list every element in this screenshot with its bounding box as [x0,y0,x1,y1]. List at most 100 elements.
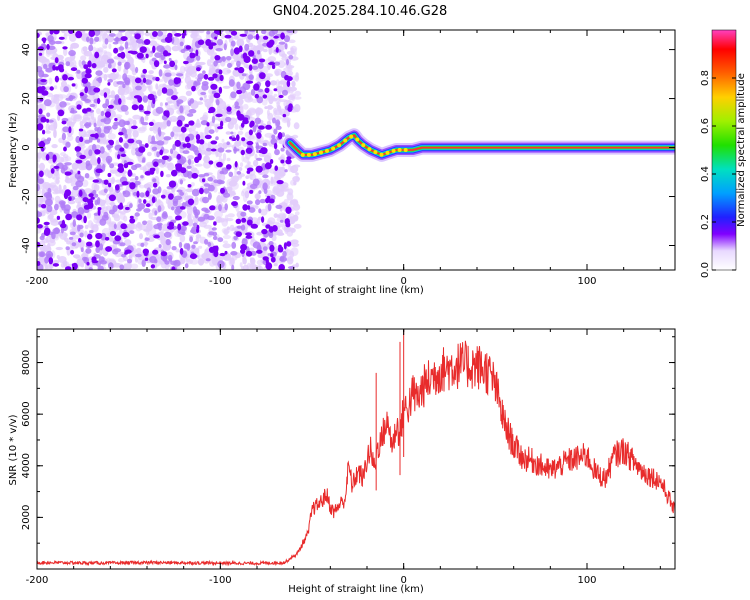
noise-speck [204,134,212,140]
noise-speck [42,37,46,44]
noise-speck [246,140,254,146]
noise-speck [43,99,52,107]
noise-speck [81,179,89,188]
noise-speck [53,85,58,90]
noise-speck [79,92,85,97]
noise-speck [91,260,99,264]
noise-speck [59,101,67,108]
figure-title: GN04.2025.284.10.46.G28 [273,4,448,19]
noise-speck [143,208,151,213]
noise-speck [93,122,97,128]
noise-speck [199,187,204,195]
noise-speck [104,111,111,118]
noise-speck [53,129,57,139]
noise-speck [261,228,268,235]
noise-speck [175,165,183,172]
noise-speck [203,183,211,187]
noise-speck [281,56,288,61]
noise-speck [223,240,228,244]
noise-speck [234,123,239,130]
noise-speck [263,154,271,164]
noise-speck [286,76,293,82]
noise-speck [54,203,59,211]
noise-speck [186,113,194,117]
noise-speck [151,135,156,144]
noise-speck [162,122,167,129]
noise-speck [118,137,123,143]
noise-speck [86,211,92,219]
noise-speck [195,134,201,141]
noise-speck [283,81,288,88]
noise-speck [73,254,81,259]
noise-speck [139,46,147,53]
noise-speck [213,221,217,226]
noise-speck [161,213,168,219]
noise-speck [99,243,104,251]
noise-speck [95,168,103,174]
noise-speck [240,149,245,156]
noise-speck [278,244,282,249]
noise-speck [109,230,117,237]
noise-speck [138,104,144,111]
noise-speck [96,77,102,82]
noise-speck [266,41,274,48]
noise-speck [293,122,300,130]
noise-speck [257,253,265,259]
noise-speck [138,198,142,204]
noise-speck [108,43,112,50]
noise-speck [190,124,197,131]
noise-speck [252,178,260,186]
noise-speck [148,121,154,126]
noise-speck [248,74,254,80]
noise-speck [88,193,94,198]
noise-speck [215,99,220,106]
noise-speck [144,115,149,121]
noise-speck [117,154,121,160]
noise-speck [54,75,60,83]
noise-speck [275,97,281,105]
noise-speck [89,37,94,45]
noise-speck [256,157,263,161]
noise-speck [103,51,112,59]
noise-speck [294,90,302,97]
noise-speck [274,165,279,171]
noise-speck [68,236,74,240]
noise-speck [225,131,232,135]
noise-speck [270,253,274,258]
noise-speck [245,235,253,239]
noise-speck [140,175,144,179]
noise-speck [216,161,223,168]
noise-speck [185,136,190,143]
noise-speck [135,85,142,91]
noise-speck [207,125,212,130]
noise-speck [56,215,61,220]
noise-speck [275,125,282,130]
noise-speck [275,47,279,53]
noise-speck [82,46,88,52]
noise-speck [170,86,175,90]
noise-speck [54,195,61,203]
noise-speck [40,116,47,123]
noise-speck [114,235,122,242]
noise-speck [208,231,215,236]
noise-speck [227,62,232,69]
noise-speck [78,128,84,132]
noise-speck [61,120,67,125]
noise-speck [168,193,174,200]
noise-speck [121,181,129,186]
noise-speck [107,63,112,69]
noise-speck [129,182,136,190]
noise-speck [254,193,261,200]
noise-speck [97,265,104,270]
noise-speck [221,56,225,60]
noise-speck [64,233,68,237]
noise-speck [218,204,222,212]
noise-speck [278,41,286,45]
noise-speck [37,184,40,192]
noise-speck [236,38,245,48]
noise-speck [127,50,135,54]
noise-speck [83,117,91,121]
noise-speck [274,149,280,156]
noise-speck [105,246,113,252]
